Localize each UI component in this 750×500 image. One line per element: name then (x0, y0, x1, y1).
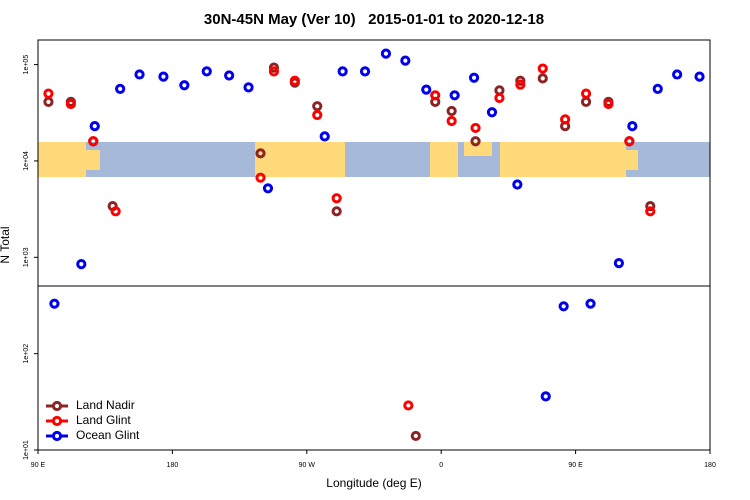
point (558, 301, 569, 312)
x-tick-label: 180 (704, 462, 716, 469)
point (580, 88, 592, 99)
point (430, 90, 441, 101)
chart-title: 30N-45N May (Ver 10) 2015-01-01 to 2020-… (204, 11, 544, 28)
point (359, 66, 371, 77)
point (446, 115, 457, 127)
point (540, 391, 551, 402)
point (672, 69, 683, 80)
point (312, 101, 323, 112)
point (421, 84, 432, 95)
point (179, 80, 190, 91)
point (319, 131, 330, 142)
point (603, 98, 614, 110)
point (115, 83, 126, 94)
point (537, 73, 548, 84)
point (645, 206, 656, 217)
point (403, 400, 414, 411)
point (627, 120, 638, 132)
point (512, 179, 523, 190)
point (134, 69, 145, 80)
point (312, 109, 323, 121)
point (43, 96, 54, 108)
y-tick-label: 1e+05 (23, 55, 30, 75)
point (43, 88, 54, 99)
point (694, 71, 705, 82)
legend-label: Land Glint (76, 413, 131, 427)
point (494, 85, 505, 96)
point (400, 55, 411, 66)
legend-label: Land Nadir (76, 398, 135, 412)
point (224, 70, 235, 81)
point (580, 96, 592, 108)
point (468, 72, 480, 83)
y-tick-label: 1e+01 (23, 440, 30, 460)
legend-marker (51, 415, 63, 427)
x-tick-label: 180 (167, 462, 179, 469)
x-tick-label: 90 W (299, 462, 316, 469)
legend-label: Ocean Glint (76, 428, 140, 442)
point (652, 83, 663, 94)
point (158, 71, 169, 82)
point (289, 75, 300, 86)
point (268, 66, 280, 77)
point (494, 92, 505, 104)
point (255, 148, 266, 159)
point (410, 430, 421, 442)
point (537, 63, 548, 74)
point (255, 172, 266, 183)
y-axis-label: N Total (0, 226, 12, 263)
point (110, 206, 121, 217)
point (645, 200, 656, 212)
point (65, 98, 76, 110)
x-tick-label: 90 E (568, 462, 583, 469)
plot-frame (37, 39, 711, 451)
point (449, 90, 460, 101)
point (49, 298, 60, 309)
point (515, 79, 526, 90)
point (624, 136, 635, 147)
point (585, 298, 596, 309)
y-tick-label: 1e+02 (23, 344, 30, 364)
point (470, 122, 481, 134)
map-band (38, 142, 710, 177)
x-axis-label: Longitude (deg E) (326, 476, 421, 490)
point (243, 82, 254, 93)
point (76, 258, 87, 270)
point (337, 66, 348, 77)
point (560, 114, 571, 125)
point (88, 136, 99, 147)
point (486, 107, 498, 118)
y-tick-label: 1e+04 (23, 151, 30, 171)
y-tick-label: 1e+03 (23, 247, 30, 267)
point (446, 105, 457, 117)
point (515, 75, 526, 86)
legend-marker (51, 430, 63, 442)
x-tick-label: 0 (439, 462, 443, 469)
point (201, 66, 212, 77)
x-tick-label: 90 E (31, 462, 46, 469)
point (331, 193, 342, 204)
point (613, 258, 625, 269)
point (262, 183, 274, 194)
point (470, 136, 481, 147)
point (331, 206, 342, 217)
legend-marker (51, 400, 63, 412)
point (268, 62, 280, 73)
point (380, 48, 392, 59)
point (89, 120, 100, 132)
